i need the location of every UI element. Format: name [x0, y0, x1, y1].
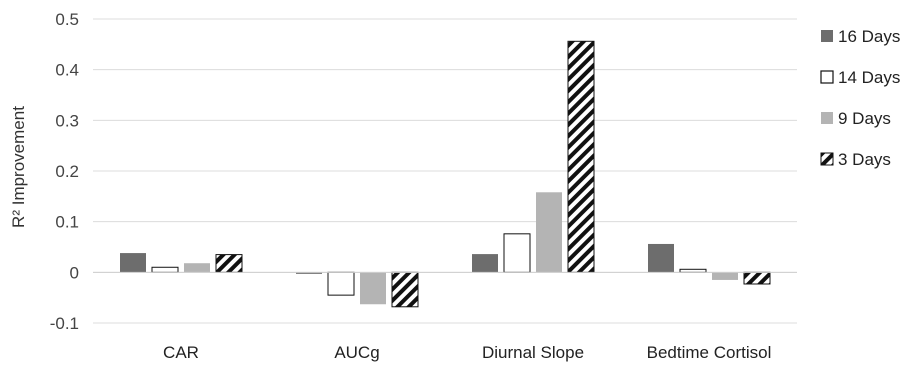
- bar-3-days-car: [215, 254, 243, 273]
- gridlines: [93, 18, 797, 324]
- legend-label: 16 Days: [838, 27, 900, 46]
- x-category-label: Diurnal Slope: [482, 343, 584, 362]
- bar-3-days-diurnal-slope: [567, 40, 595, 273]
- bar-14-days-car: [151, 266, 179, 273]
- bar-3-days-aucg: [391, 271, 419, 308]
- bar-3-days-bedtime-cortisol: [743, 271, 771, 285]
- legend-label: 3 Days: [838, 150, 891, 169]
- bar-16-days-bedtime-cortisol: [648, 243, 674, 273]
- y-tick-label: 0.3: [55, 111, 79, 130]
- y-tick-label: 0.5: [55, 10, 79, 29]
- bar-9-days-bedtime-cortisol: [712, 272, 738, 280]
- x-category-label: AUCg: [334, 343, 379, 362]
- bar-9-days-diurnal-slope: [536, 192, 562, 273]
- legend: 16 Days 14 Days 9 Days 3 Days: [820, 27, 900, 169]
- bar-14-days-aucg: [327, 271, 355, 296]
- legend-swatch: [820, 152, 834, 166]
- bar-14-days-diurnal-slope: [503, 233, 531, 273]
- x-category-label: CAR: [163, 343, 199, 362]
- y-axis-ticks: -0.1 0 0.1 0.2 0.3 0.4 0.5: [50, 10, 79, 333]
- y-tick-label: 0: [70, 263, 79, 282]
- y-tick-label: 0.4: [55, 61, 79, 80]
- y-tick-label: -0.1: [50, 314, 79, 333]
- y-axis-label: R² Improvement: [9, 106, 28, 228]
- x-axis-categories: CAR AUCg Diurnal Slope Bedtime Cortisol: [163, 343, 771, 362]
- bar-16-days-diurnal-slope: [472, 254, 498, 273]
- y-tick-label: 0.2: [55, 162, 79, 181]
- legend-swatch: [820, 70, 834, 84]
- bars: [120, 40, 771, 308]
- y-tick-label: 0.1: [55, 213, 79, 232]
- legend-swatch: [821, 30, 833, 42]
- legend-label: 9 Days: [838, 109, 891, 128]
- x-category-label: Bedtime Cortisol: [647, 343, 772, 362]
- bar-9-days-car: [184, 263, 210, 273]
- legend-swatch: [821, 112, 833, 124]
- bar-16-days-aucg: [296, 272, 322, 274]
- bar-16-days-car: [120, 253, 146, 273]
- legend-label: 14 Days: [838, 68, 900, 87]
- bar-9-days-aucg: [360, 272, 386, 305]
